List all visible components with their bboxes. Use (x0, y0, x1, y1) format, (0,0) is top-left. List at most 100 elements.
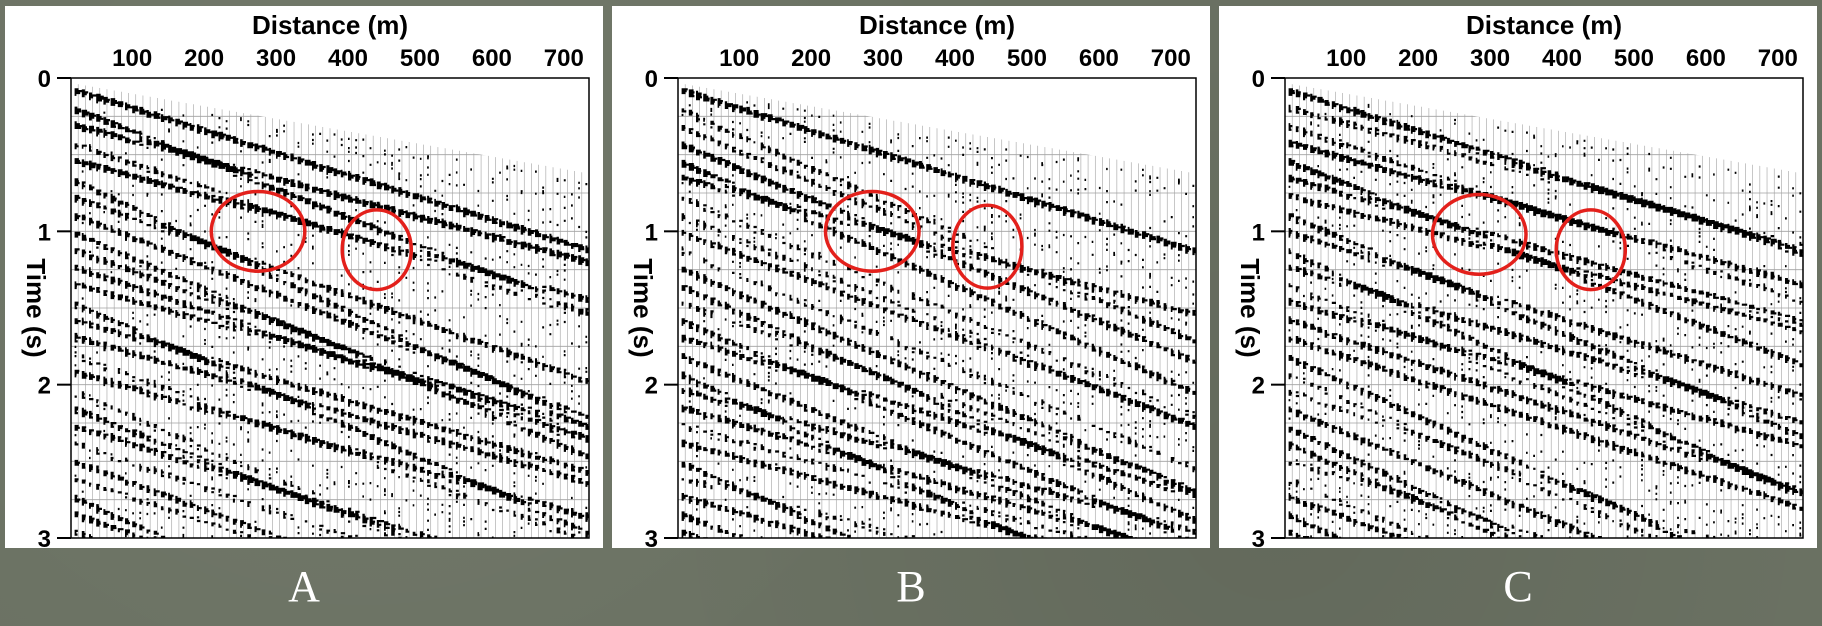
wiggle-trace (1698, 165, 1709, 519)
wiggle-trace (254, 143, 264, 538)
wiggle-trace (103, 96, 111, 528)
wiggle-trace (232, 136, 241, 534)
wiggle-trace (556, 177, 564, 534)
wiggle-trace (717, 98, 726, 533)
wiggle-trace (969, 142, 976, 524)
wiggle-trace (542, 186, 549, 526)
red-ellipse-annotation (340, 208, 414, 292)
wiggle-trace (376, 161, 387, 532)
wiggle-trace (1346, 107, 1354, 522)
seismic-panel-c: Distance (m) Time (s) 100 200 300 400 500 600 70… (1219, 6, 1817, 548)
wiggle-trace (261, 144, 272, 536)
wiggle-trace (1777, 175, 1786, 526)
wiggle-trace (1170, 216, 1178, 533)
wiggle-traces (1285, 78, 1803, 538)
wiggle-trace (1041, 162, 1049, 538)
panel-caption-a: A (288, 562, 320, 611)
wiggle-trace (527, 209, 536, 525)
wiggle-trace (578, 181, 588, 534)
wiggle-trace (384, 149, 396, 537)
wiggle-trace (940, 157, 951, 534)
mute-zone (71, 78, 589, 174)
wiggle-trace (818, 115, 829, 538)
wiggle-trace (890, 139, 900, 536)
wiggle-trace (1106, 167, 1116, 537)
wiggle-trace (412, 156, 424, 536)
wiggle-trace (240, 117, 249, 537)
seismic-chart-svg: Distance (m) Time (s) 100 200 300 400 500 600 70… (21, 10, 590, 548)
wiggle-trace (499, 171, 510, 513)
red-ellipse-annotation (823, 189, 921, 273)
wiggle-trace (247, 120, 257, 538)
wiggle-trace (832, 114, 841, 535)
mute-zone (678, 78, 1196, 174)
y-tick-label: 1 (38, 219, 51, 246)
wiggle-trace (767, 103, 778, 527)
wiggle-trace (1331, 101, 1340, 538)
wiggle-trace (182, 114, 194, 538)
wiggle-trace (1590, 146, 1601, 538)
wiggle-trace (369, 147, 378, 531)
wiggle-trace (1091, 216, 1102, 530)
wiggle-trace (74, 88, 83, 536)
wiggle-trace (1295, 89, 1304, 538)
x-tick-label: 200 (184, 45, 224, 72)
wiggle-trace (1098, 186, 1107, 534)
wiggle-trace (1382, 117, 1392, 538)
wiggle-trace (398, 148, 409, 538)
seismic-panel-a: Distance (m) Time (s) 100 200 300 400 500 600 70… (5, 6, 603, 548)
wiggle-trace (746, 101, 755, 538)
x-tick-label: 600 (1079, 45, 1119, 72)
wiggle-trace (861, 130, 872, 529)
wiggle-trace (1120, 168, 1130, 538)
x-tick-label: 200 (791, 45, 831, 72)
wiggle-trace (571, 193, 580, 538)
wiggle-trace (146, 110, 155, 538)
wiggle-trace (1005, 148, 1014, 536)
wiggle-trace (1425, 130, 1434, 538)
wiggle-trace (513, 164, 523, 537)
red-ellipse-annotation (1554, 208, 1628, 292)
wiggle-trace (348, 137, 357, 538)
wiggle-trace (405, 146, 415, 538)
wiggle-trace (1461, 142, 1470, 538)
wiggle-trace (1583, 139, 1594, 538)
wiggle-trace (355, 139, 365, 537)
wiggle-trace (1113, 200, 1123, 538)
wiggle-trace (983, 148, 991, 528)
x-axis-title: Distance (m) (859, 10, 1015, 40)
trace-grid (71, 78, 589, 538)
wiggle-trace (911, 145, 921, 538)
x-tick-label: 600 (472, 45, 512, 72)
wiggle-trace (1547, 155, 1559, 532)
wiggle-trace (1799, 192, 1803, 537)
wiggle-trace (1034, 177, 1043, 538)
wiggle-trace (96, 93, 104, 527)
x-axis-title: Distance (m) (252, 10, 408, 40)
wiggle-trace (211, 113, 223, 538)
wiggle-trace (283, 124, 293, 538)
x-tick-label: 500 (1614, 45, 1654, 72)
wiggle-trace (1655, 178, 1666, 538)
x-tick-label: 300 (1470, 45, 1510, 72)
wiggle-trace (753, 104, 763, 532)
y-tick-label: 1 (1252, 219, 1265, 246)
wiggle-trace (333, 133, 344, 534)
wiggle-trace (1353, 106, 1361, 527)
wiggle-trace (1410, 115, 1421, 535)
y-axis-title: Time (s) (21, 258, 51, 357)
wiggle-trace (1288, 88, 1297, 536)
wiggle-trace (1468, 132, 1476, 527)
wiggle-trace (477, 189, 487, 537)
wiggle-trace (1684, 175, 1696, 534)
wiggle-trace (825, 133, 833, 538)
wiggle-trace (563, 179, 572, 535)
wiggle-trace (1149, 175, 1157, 535)
panel-caption-c: C (1503, 562, 1533, 611)
wiggle-trace (535, 170, 543, 526)
wiggle-trace (1192, 184, 1196, 535)
wiggle-trace (448, 173, 457, 534)
wiggle-trace (225, 120, 236, 531)
wiggle-trace (455, 158, 467, 503)
wiggle-trace (434, 189, 443, 538)
